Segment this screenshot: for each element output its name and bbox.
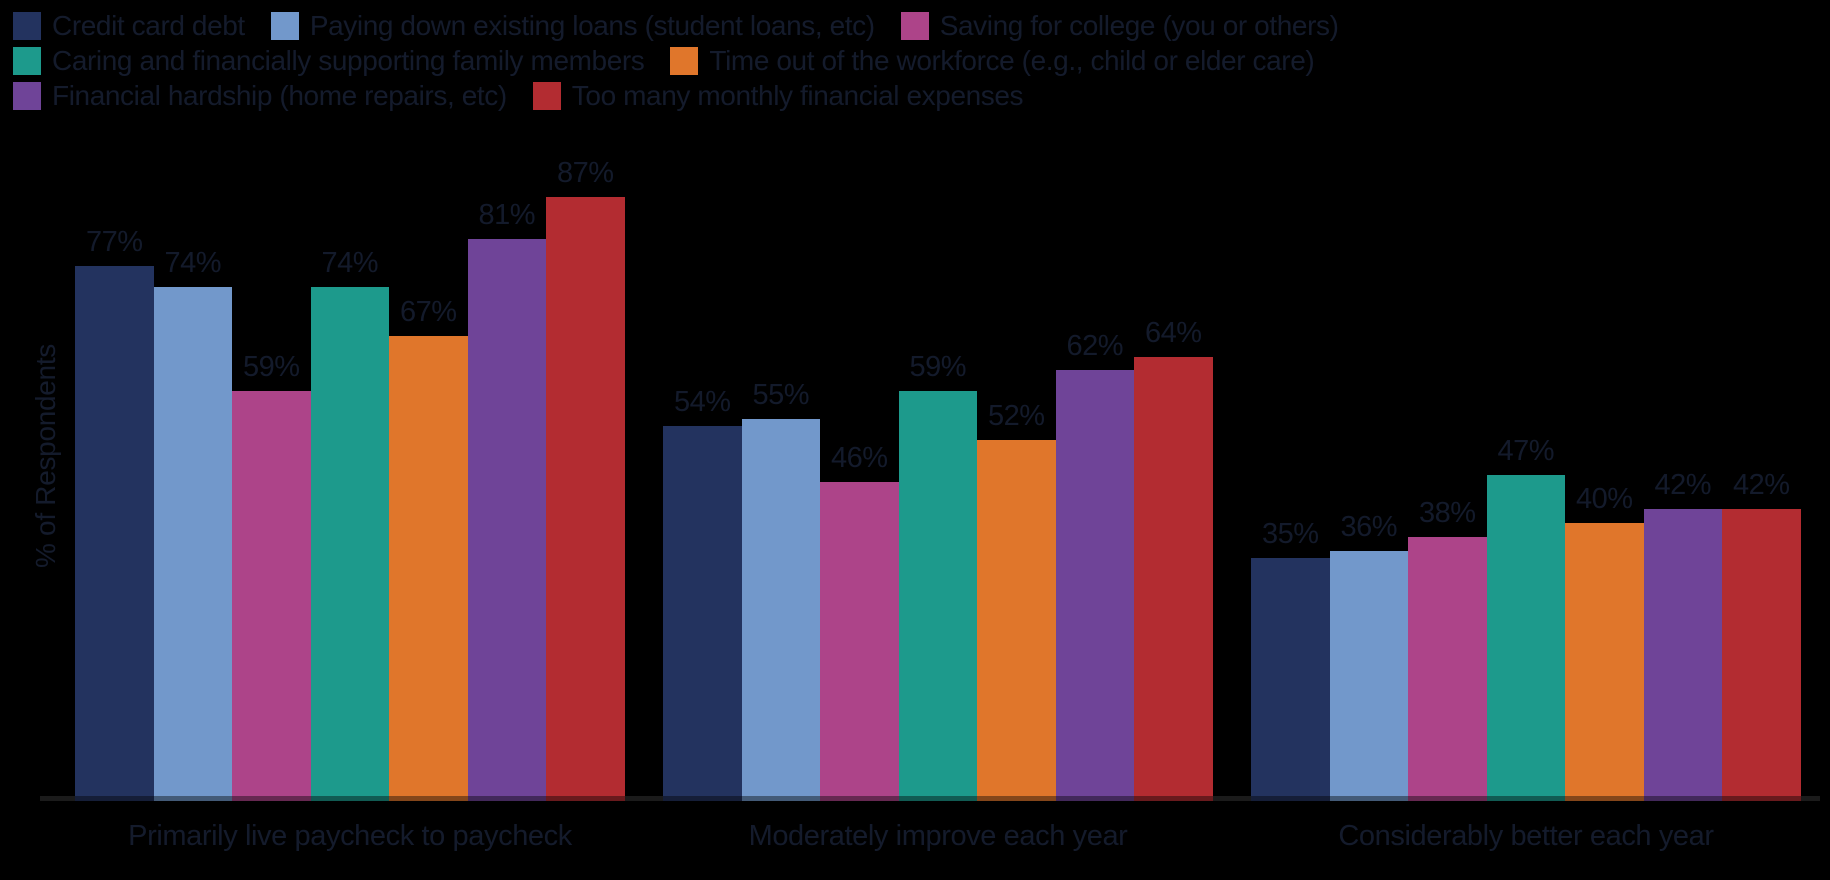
- value-label: 59%: [242, 351, 300, 384]
- legend-item: Saving for college (you or others): [900, 9, 1339, 42]
- legend-swatch-icon: [670, 46, 699, 75]
- plot-area: 77% 74% 59% 74% 67% 81% 87% 54% 55% 46% 59% 52% 62% 6…: [75, 115, 1802, 801]
- bar-group-2: 54% 55% 46% 59% 52% 62% 64%: [663, 115, 1213, 801]
- legend-row-3: Financial hardship (home repairs, etc) To…: [13, 78, 1365, 113]
- legend-row-1: Credit card debt Paying down existing loa…: [13, 8, 1365, 43]
- bar-group-3: 35% 36% 38% 47% 40% 42% 42%: [1251, 115, 1801, 801]
- bar: 36%: [1329, 511, 1408, 801]
- value-label: 52%: [987, 399, 1045, 432]
- legend-label: Caring and financially supporting family…: [52, 44, 645, 76]
- legend-item: Credit card debt: [13, 10, 245, 42]
- legend-item: Time out of the workforce (e.g., child o…: [670, 44, 1315, 77]
- bar: 46%: [820, 442, 899, 801]
- bar: 62%: [1055, 330, 1134, 801]
- value-label: 46%: [830, 441, 888, 474]
- value-label: 87%: [556, 156, 614, 189]
- legend-swatch-icon: [900, 11, 929, 40]
- value-label: 42%: [1732, 469, 1790, 502]
- value-label: 42%: [1654, 469, 1712, 502]
- legend-label: Credit card debt: [52, 9, 245, 41]
- value-label: 59%: [909, 351, 967, 384]
- value-label: 36%: [1340, 511, 1398, 544]
- legend-label: Saving for college (you or others): [939, 9, 1339, 41]
- legend-item: Financial hardship (home repairs, etc): [13, 80, 507, 112]
- legend-swatch-icon: [13, 81, 41, 110]
- bar-group-1: 77% 74% 59% 74% 67% 81% 87%: [75, 115, 625, 801]
- x-axis-category-label: Primarily live paycheck to paycheck: [128, 820, 572, 852]
- value-label: 47%: [1497, 434, 1555, 467]
- value-label: 64%: [1144, 316, 1202, 349]
- chart-legend: Credit card debt Paying down existing loa…: [13, 8, 1365, 113]
- value-label: 81%: [478, 198, 536, 231]
- bar: 74%: [153, 247, 232, 801]
- bar: 74%: [310, 247, 389, 801]
- x-axis-line-overlay: [40, 796, 1820, 801]
- value-label: 74%: [164, 247, 222, 280]
- value-label: 38%: [1418, 497, 1476, 530]
- legend-label: Financial hardship (home repairs, etc): [52, 79, 507, 111]
- bar: 38%: [1408, 497, 1487, 801]
- legend-row-2: Caring and financially supporting family…: [13, 43, 1365, 78]
- bar: 81%: [467, 199, 546, 801]
- legend-swatch-icon: [13, 11, 41, 40]
- value-label: 55%: [752, 379, 810, 412]
- bar: 87%: [546, 157, 625, 801]
- bar: 77%: [75, 226, 154, 801]
- bar: 42%: [1643, 469, 1722, 801]
- bar: 52%: [977, 400, 1056, 801]
- bar: 59%: [898, 351, 977, 801]
- legend-item: Paying down existing loans (student loan…: [270, 9, 875, 42]
- legend-item: Caring and financially supporting family…: [13, 44, 645, 77]
- bar: 35%: [1251, 518, 1330, 801]
- bar: 40%: [1565, 483, 1644, 801]
- x-axis-category-label: Moderately improve each year: [748, 820, 1128, 852]
- legend-item: Too many monthly financial expenses: [532, 79, 1024, 112]
- value-label: 40%: [1575, 483, 1633, 516]
- value-label: 74%: [321, 247, 379, 280]
- value-label: 67%: [399, 295, 457, 328]
- bar: 64%: [1134, 317, 1213, 801]
- value-label: 77%: [85, 226, 143, 259]
- bar: 47%: [1486, 435, 1565, 801]
- bar: 42%: [1722, 469, 1801, 801]
- value-label: 35%: [1261, 517, 1319, 550]
- legend-swatch-icon: [13, 46, 41, 75]
- legend-label: Time out of the workforce (e.g., child o…: [709, 44, 1315, 76]
- bar: 59%: [232, 351, 311, 801]
- y-axis-title-wrap: % of Respondents: [30, 115, 62, 797]
- bar: 54%: [663, 386, 742, 801]
- x-axis-category-label: Considerably better each year: [1338, 820, 1714, 852]
- y-axis-title: % of Respondents: [30, 343, 61, 568]
- bar: 67%: [389, 296, 468, 801]
- bar: 55%: [741, 379, 820, 801]
- legend-label: Too many monthly financial expenses: [571, 79, 1024, 111]
- legend-label: Paying down existing loans (student loan…: [309, 9, 875, 41]
- value-label: 54%: [673, 386, 731, 419]
- legend-swatch-icon: [532, 81, 561, 110]
- legend-swatch-icon: [270, 11, 299, 40]
- value-label: 62%: [1066, 330, 1124, 363]
